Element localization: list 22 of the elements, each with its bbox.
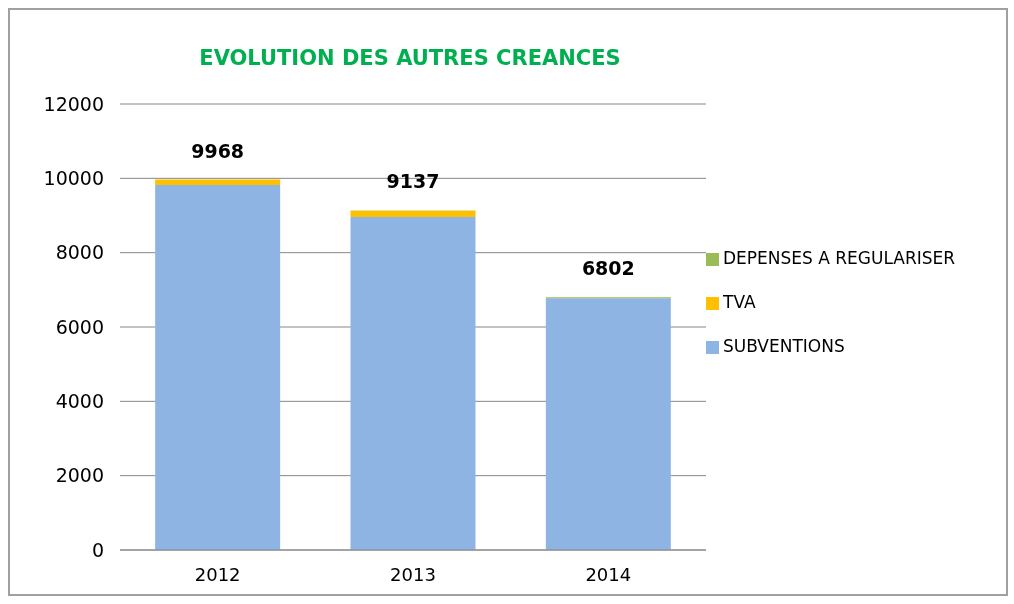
- chart-title: EVOLUTION DES AUTRES CREANCES: [198, 46, 622, 70]
- bar: [545, 298, 671, 550]
- legend-label: SUBVENTIONS: [723, 336, 845, 356]
- y-tick-label: 10000: [43, 167, 104, 190]
- bar: [350, 217, 476, 550]
- y-tick-label: 8000: [55, 241, 104, 264]
- legend-label: DEPENSES A REGULARISER: [723, 248, 956, 268]
- legend-label: TVA: [723, 292, 756, 312]
- y-tick-label: 4000: [55, 390, 104, 413]
- y-tick-label: 6000: [55, 315, 104, 338]
- y-tick-label: 0: [91, 538, 104, 561]
- bar: [155, 185, 281, 550]
- y-tick-label: 2000: [55, 464, 104, 487]
- bar: [350, 210, 476, 218]
- x-tick-label: 2014: [585, 563, 632, 585]
- x-tick-label: 2013: [390, 563, 436, 585]
- total-label: 9137: [386, 170, 440, 193]
- bar: [155, 179, 281, 186]
- x-tick-label: 2012: [194, 563, 241, 585]
- total-label: 9968: [191, 139, 245, 162]
- total-label: 6802: [581, 257, 635, 280]
- y-tick-label: 12000: [43, 92, 104, 115]
